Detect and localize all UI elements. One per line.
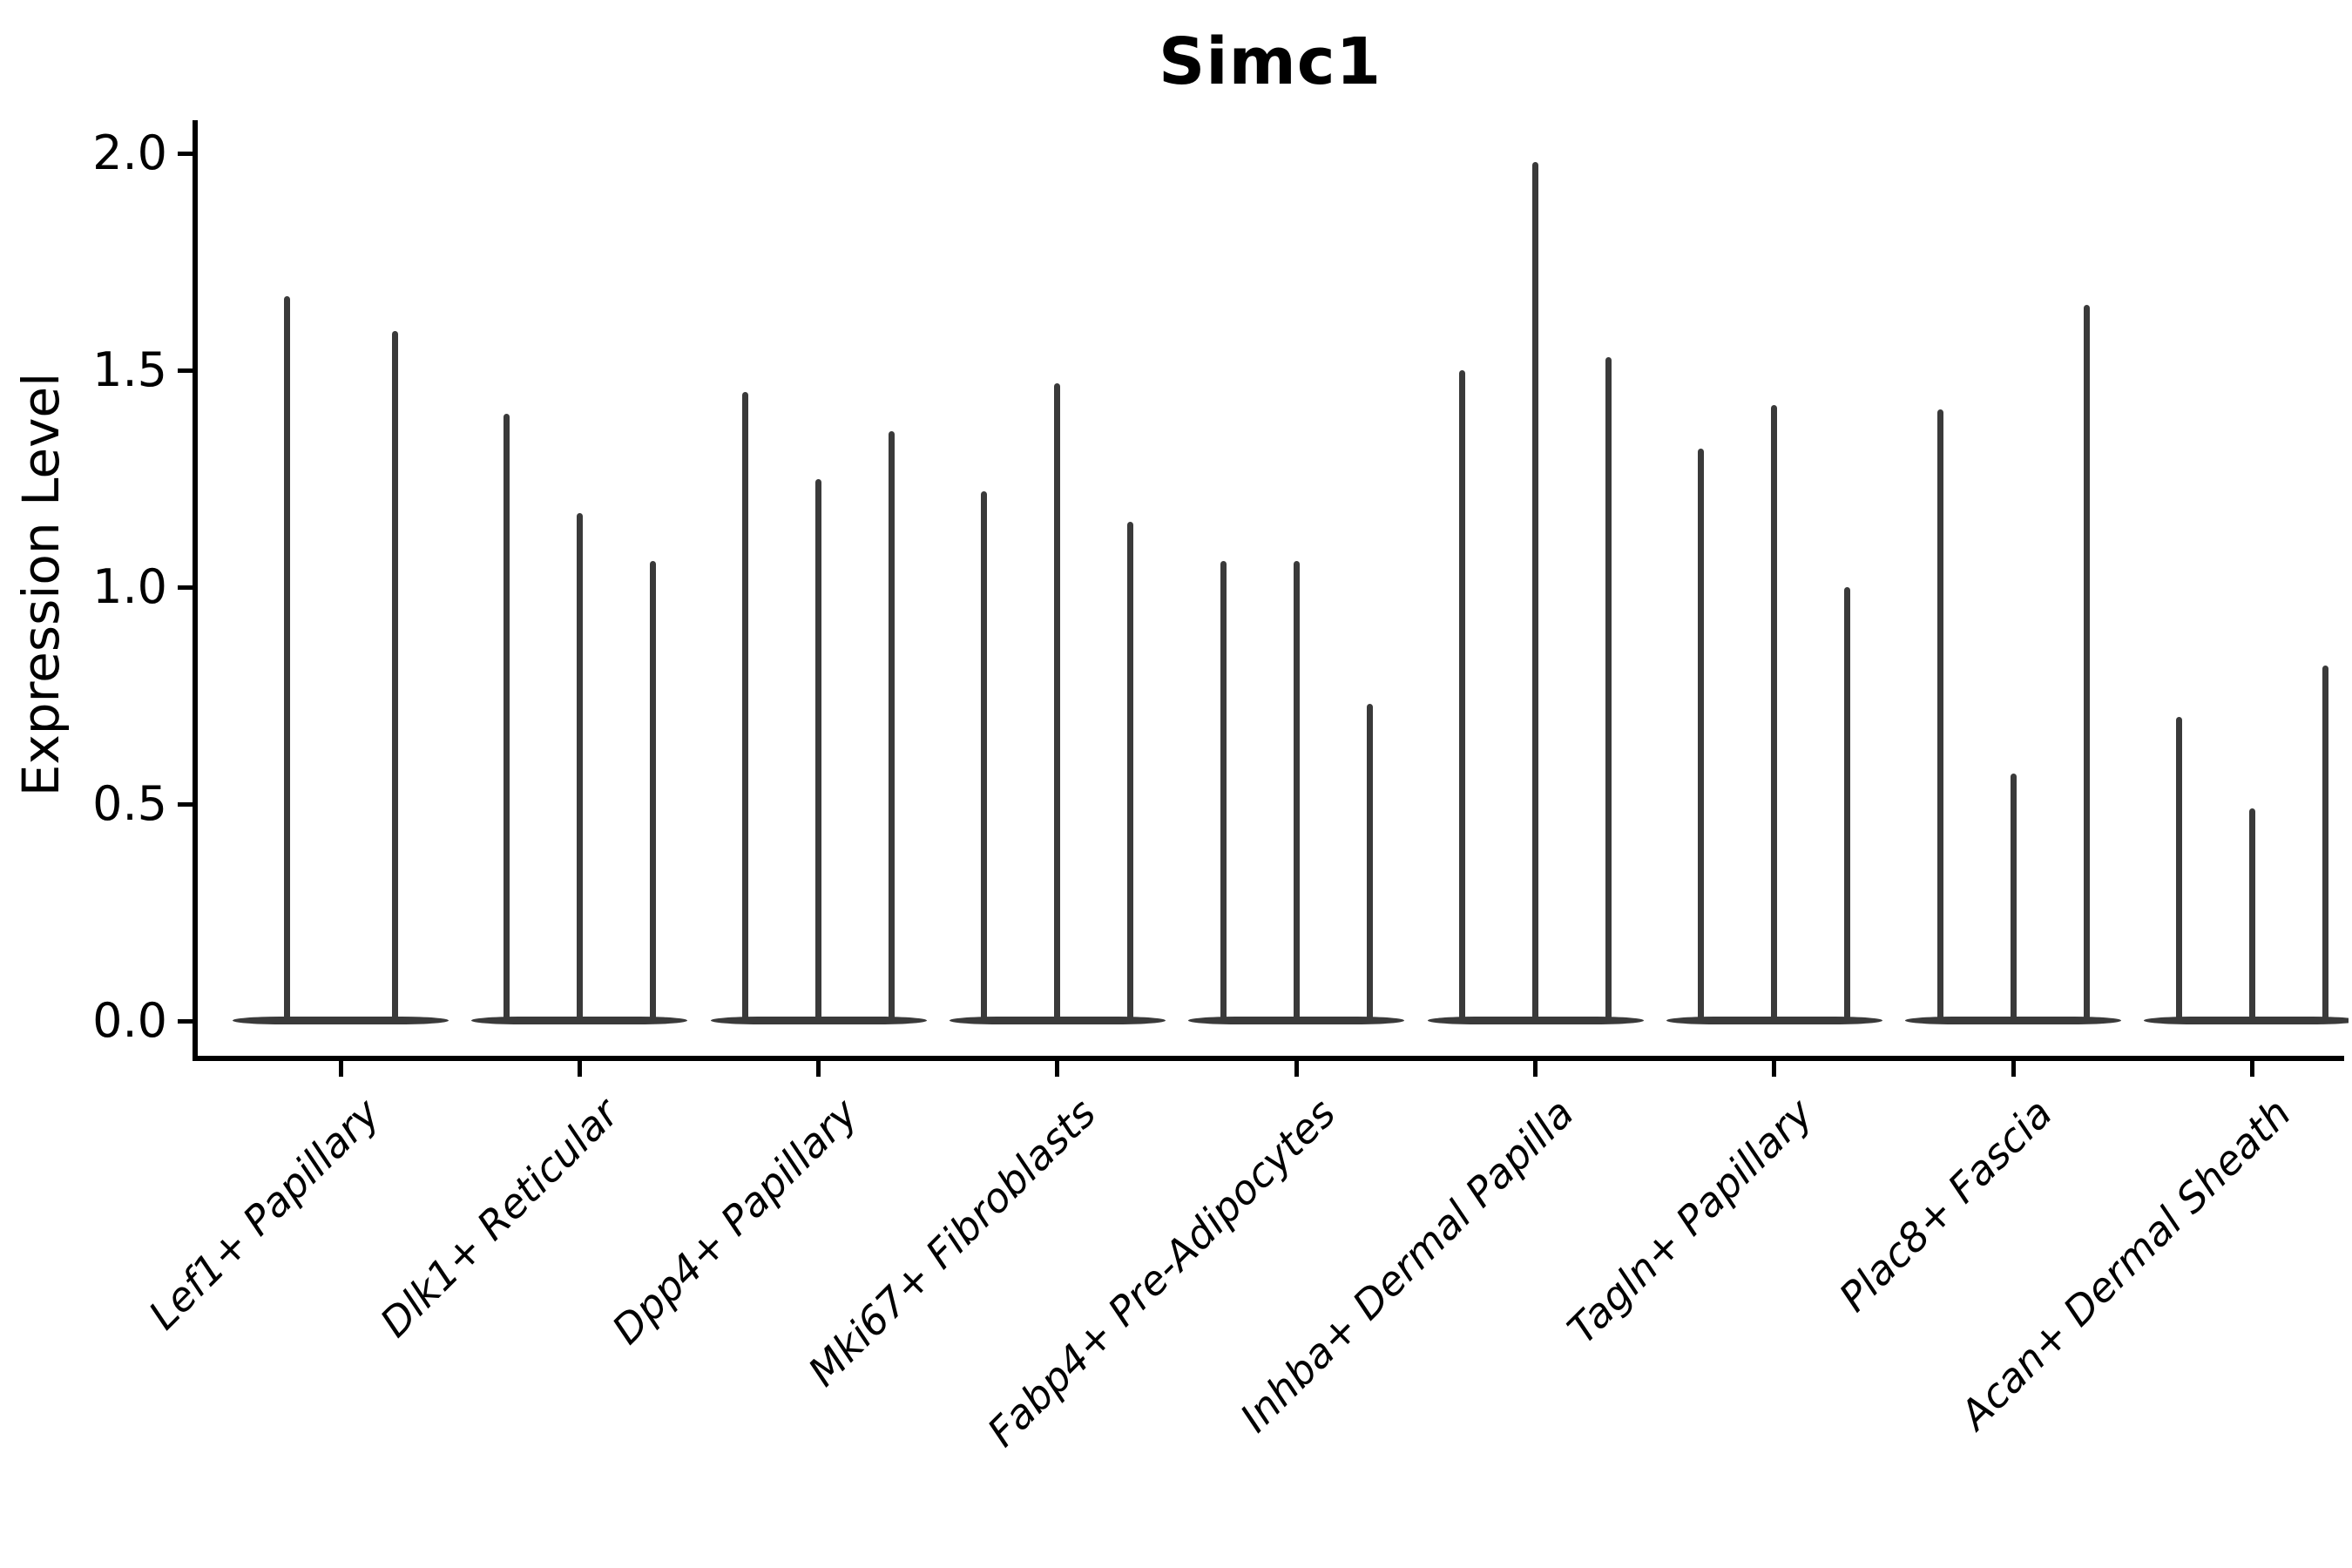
violin-spike bbox=[1054, 382, 1061, 1023]
x-tick-mark bbox=[1533, 1056, 1538, 1077]
violin-spike bbox=[2322, 665, 2328, 1023]
y-axis-spine bbox=[193, 120, 198, 1061]
violin-spike bbox=[1698, 448, 1705, 1023]
violin-baseline-blob bbox=[233, 1017, 449, 1024]
x-tick-mark bbox=[338, 1056, 343, 1077]
violin-spike bbox=[649, 561, 656, 1023]
violin-spike bbox=[1459, 370, 1465, 1023]
y-tick-mark bbox=[178, 1018, 197, 1024]
violin-spike bbox=[1605, 357, 1612, 1023]
violin-spike bbox=[503, 413, 510, 1023]
x-tick-mark bbox=[816, 1056, 821, 1077]
y-tick-label: 1.5 bbox=[92, 342, 167, 397]
x-tick-mark bbox=[1772, 1056, 1777, 1077]
y-tick-label: 1.0 bbox=[92, 559, 167, 614]
x-tick-mark bbox=[1294, 1056, 1299, 1077]
violin-spike bbox=[391, 331, 398, 1023]
x-tick-mark bbox=[2249, 1056, 2254, 1077]
x-tick-mark bbox=[1055, 1056, 1060, 1077]
violin-spike bbox=[576, 513, 583, 1023]
violin-baseline-blob bbox=[2144, 1017, 2349, 1024]
y-tick-label: 0.5 bbox=[92, 776, 167, 831]
violin-spike bbox=[2010, 774, 2017, 1023]
violin-spike bbox=[283, 296, 290, 1023]
violin-spike bbox=[2175, 717, 2182, 1023]
violin-spike bbox=[1366, 704, 1373, 1023]
violin-spike bbox=[2083, 305, 2090, 1023]
y-tick-label: 0.0 bbox=[92, 993, 167, 1048]
violin-spike bbox=[2248, 808, 2255, 1023]
violin-spike bbox=[981, 491, 988, 1023]
y-tick-label: 2.0 bbox=[92, 125, 167, 180]
y-tick-mark bbox=[178, 585, 197, 590]
x-tick-mark bbox=[2011, 1056, 2016, 1077]
y-tick-mark bbox=[178, 368, 197, 373]
y-tick-mark bbox=[178, 801, 197, 807]
violin-spike bbox=[815, 478, 822, 1023]
violin-spike bbox=[1936, 409, 1943, 1023]
violin-spike bbox=[889, 430, 896, 1023]
violin-spike bbox=[1220, 561, 1227, 1023]
violin-spike bbox=[1127, 522, 1134, 1023]
plot-title: Simc1 bbox=[1158, 24, 1382, 99]
violin-spike bbox=[1771, 404, 1778, 1023]
violin-spike bbox=[742, 391, 749, 1023]
violin-spike bbox=[1293, 561, 1300, 1023]
y-tick-mark bbox=[178, 151, 197, 156]
x-tick-mark bbox=[577, 1056, 582, 1077]
violin-spike bbox=[1532, 161, 1538, 1023]
violin-spike bbox=[1844, 587, 1851, 1023]
x-axis-spine bbox=[193, 1056, 2344, 1061]
